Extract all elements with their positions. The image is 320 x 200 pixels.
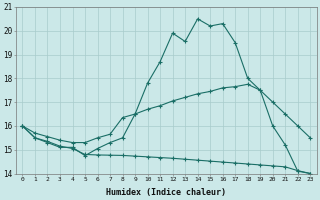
X-axis label: Humidex (Indice chaleur): Humidex (Indice chaleur) xyxy=(106,188,226,197)
